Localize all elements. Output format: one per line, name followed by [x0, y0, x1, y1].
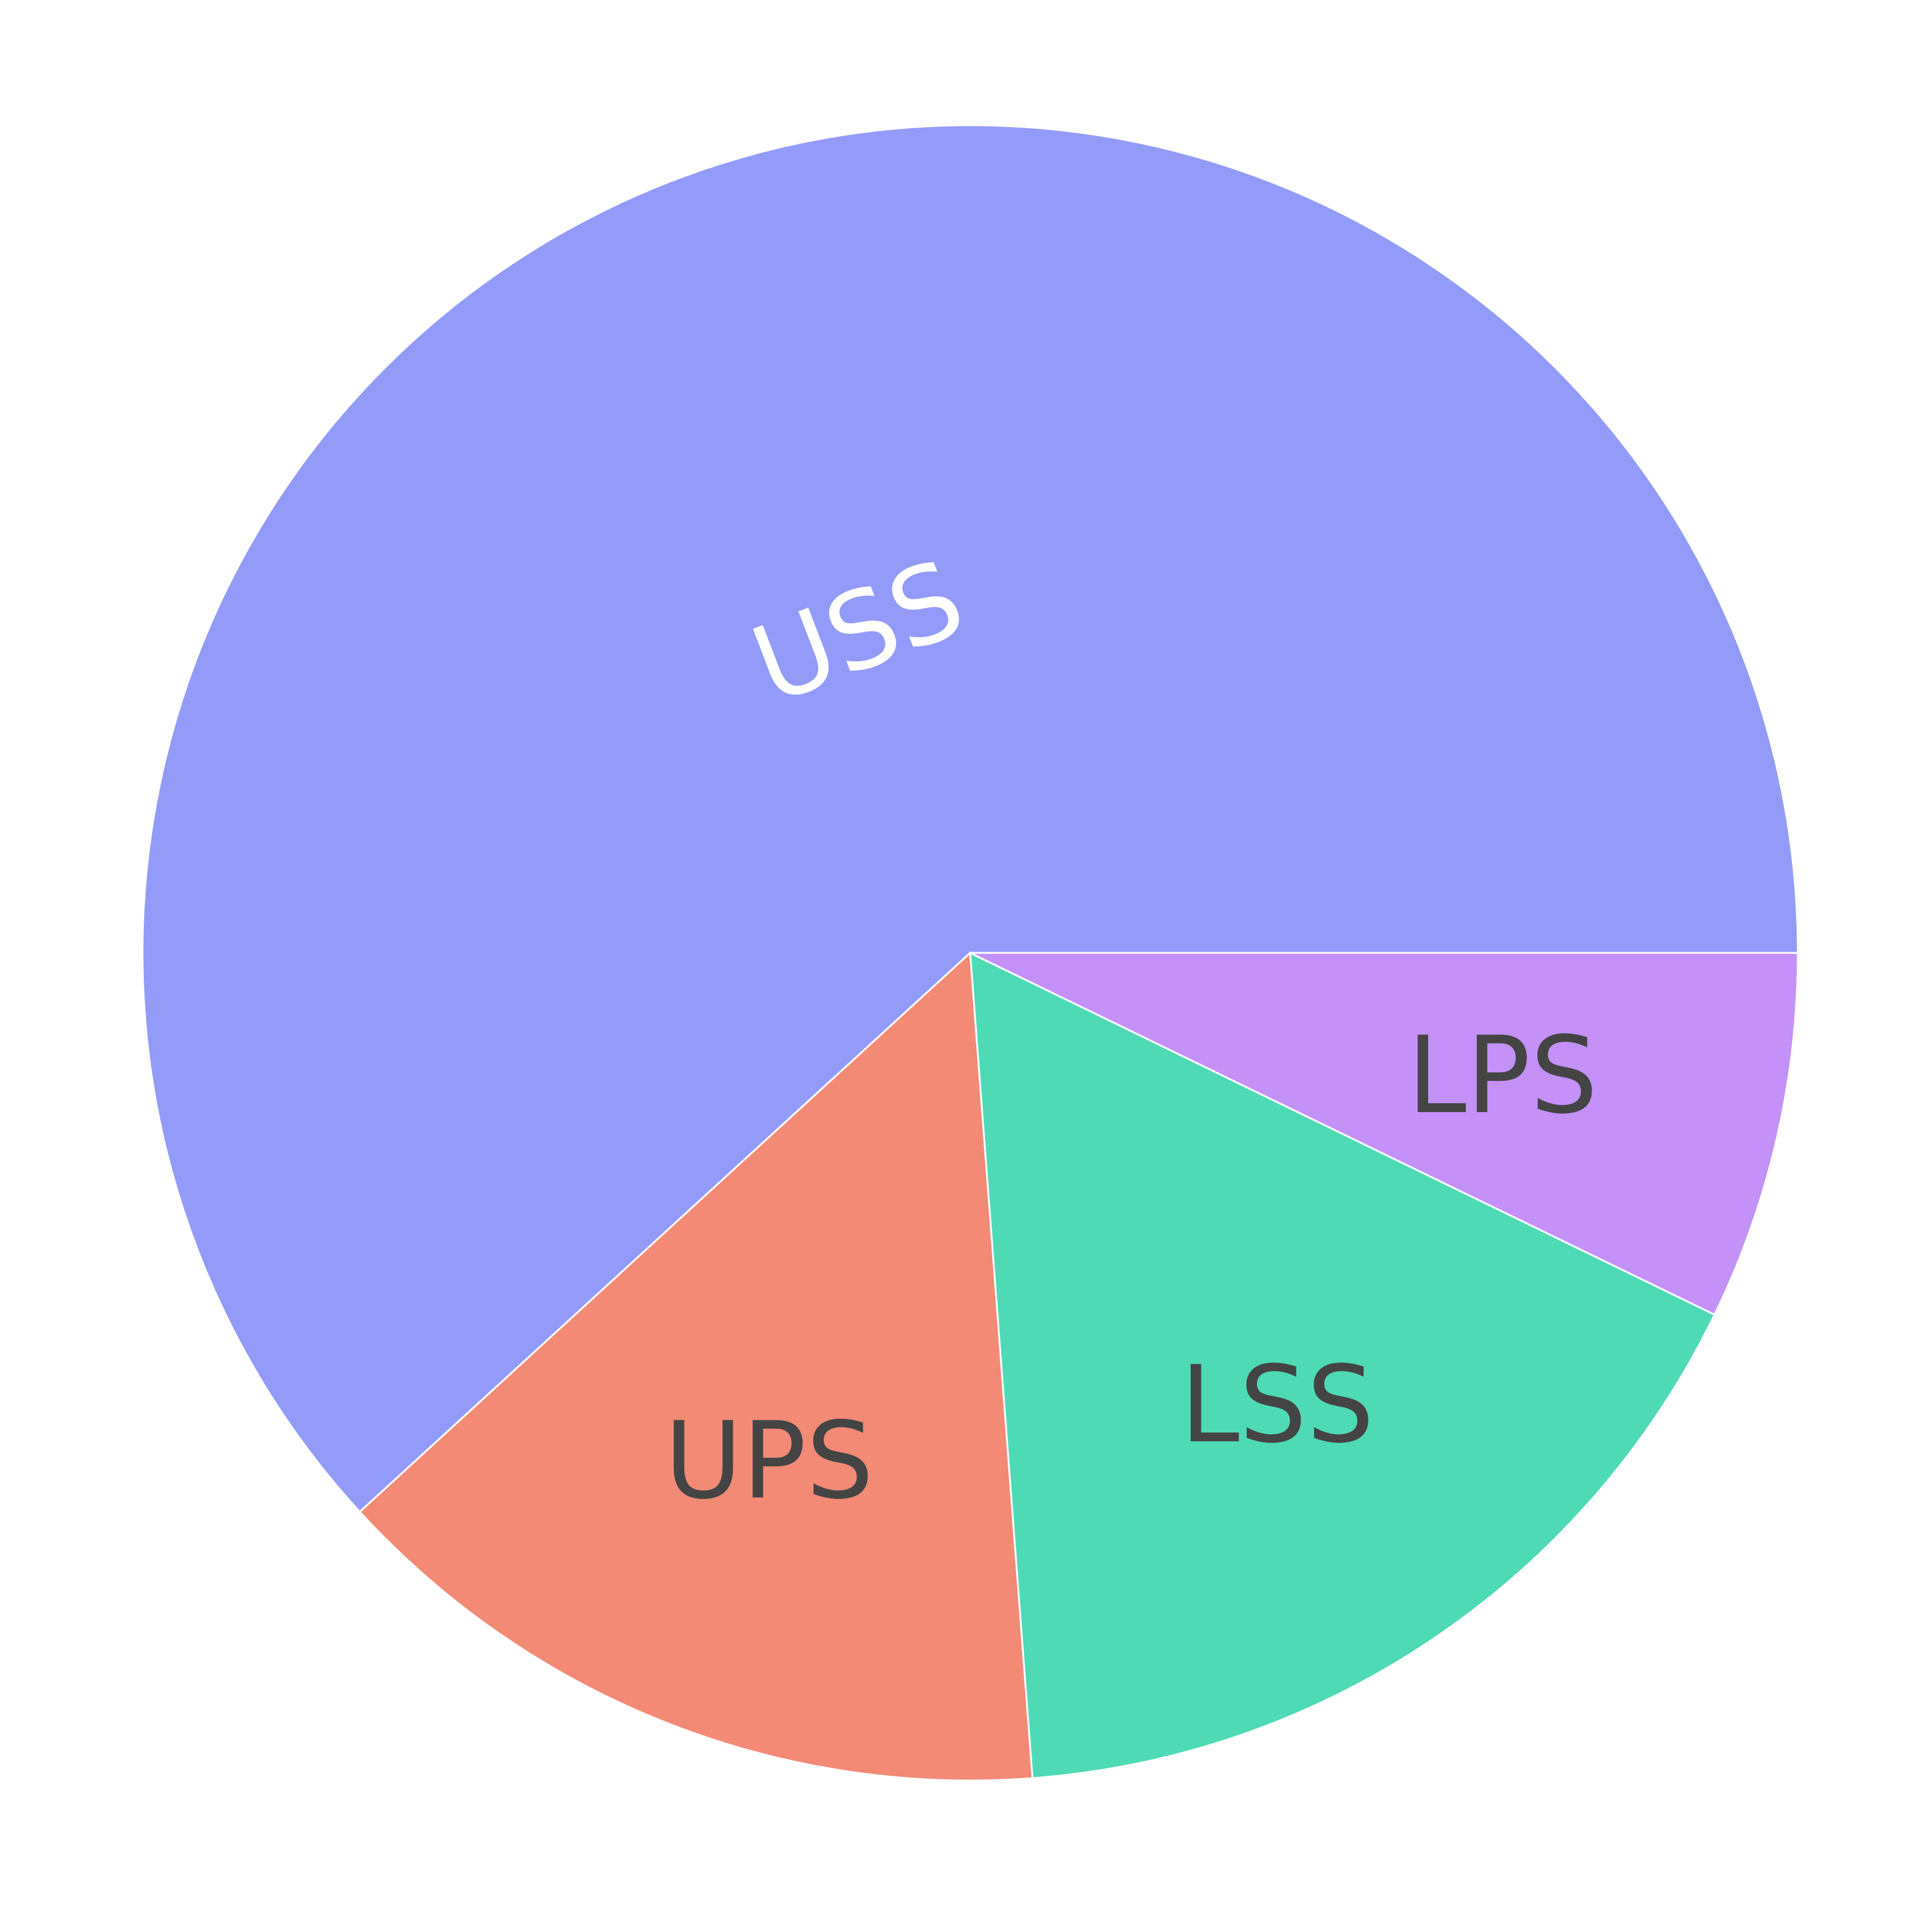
pie-slice-uss [141, 124, 1799, 1513]
pie-label-ups: UPS [664, 1399, 874, 1522]
pie-slice-lss [969, 951, 1716, 1779]
pie-label-lps: LPS [1407, 1014, 1598, 1137]
pie-slice-ups [358, 950, 1034, 1782]
pie-label-lss: LSS [1180, 1343, 1374, 1466]
pie-slice-lps [970, 952, 1799, 1316]
